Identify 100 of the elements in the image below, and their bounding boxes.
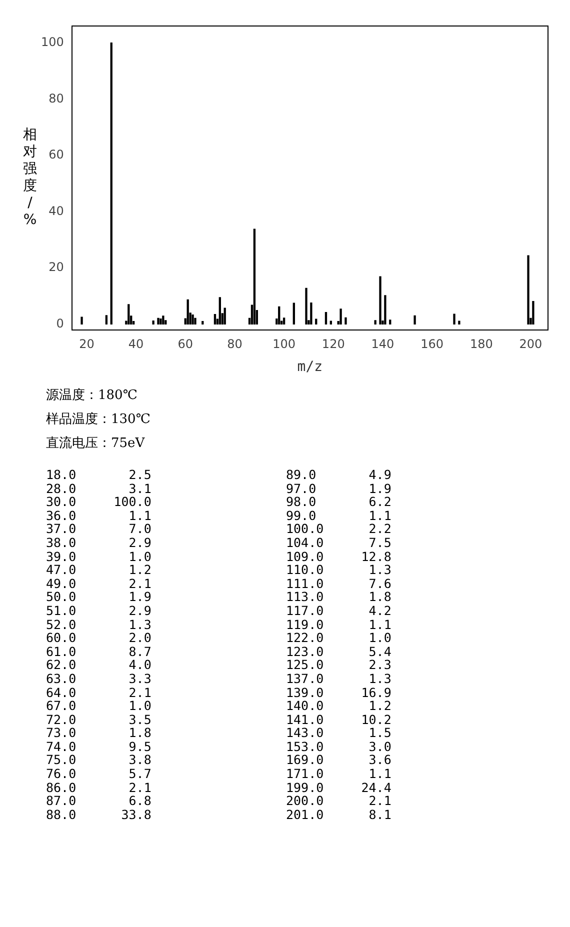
- text: 75.0 3.8: [46, 752, 152, 768]
- text: 201.0 8.1: [286, 806, 392, 822]
- x-tick-label: 180: [470, 337, 493, 352]
- text: 39.0 1.0: [46, 548, 152, 564]
- text: 88.0 33.8: [46, 806, 152, 822]
- y-tick-label: 40: [48, 204, 64, 218]
- text: 72.0 3.5: [46, 712, 152, 727]
- bar: [310, 302, 312, 325]
- bar: [105, 315, 108, 325]
- bar: [110, 42, 112, 325]
- x-tick-label: 160: [420, 337, 444, 352]
- text: 123.0 5.4: [286, 644, 392, 659]
- text: 87.0 6.8: [46, 793, 152, 808]
- x-axis-title: m/z: [297, 359, 323, 376]
- text: 171.0 1.1: [286, 766, 392, 782]
- text: 99.0 1.1: [286, 508, 392, 523]
- text: 37.0 7.0: [46, 521, 152, 536]
- bar: [186, 299, 189, 325]
- text: 63.0 3.3: [46, 670, 152, 686]
- y-tick-label: 60: [48, 148, 64, 162]
- y-tick-label: 0: [56, 316, 64, 330]
- text: 61.0 8.7: [46, 644, 152, 659]
- text: 104.0 7.5: [286, 534, 392, 550]
- bar: [282, 318, 286, 325]
- x-tick-label: 60: [178, 337, 194, 352]
- text: 50.0 1.9: [46, 589, 152, 604]
- text: 110.0 1.3: [286, 562, 392, 578]
- text: 111.0 7.6: [286, 576, 392, 591]
- bar: [162, 316, 164, 325]
- text: 74.0 9.5: [46, 738, 152, 754]
- bar: [532, 301, 534, 325]
- text: 30.0 100.0: [46, 494, 152, 510]
- text: 122.0 1.0: [286, 630, 392, 646]
- bar: [278, 306, 280, 325]
- y-tick-label: 80: [48, 91, 64, 106]
- bar: [453, 314, 456, 325]
- bar: [305, 288, 308, 325]
- y-tick-label: 20: [48, 260, 64, 274]
- text: 52.0 1.3: [46, 616, 152, 632]
- text: 109.0 12.8: [286, 548, 392, 564]
- text: 139.0 16.9: [286, 684, 392, 700]
- bar: [374, 320, 376, 325]
- bar: [389, 320, 392, 325]
- bar: [218, 297, 221, 325]
- text: 119.0 1.1: [286, 616, 392, 632]
- text: 100.0 2.2: [286, 521, 392, 536]
- x-tick-label: 40: [128, 337, 144, 352]
- bar: [224, 308, 226, 325]
- bar: [384, 295, 386, 325]
- x-tick-label: 140: [371, 337, 394, 352]
- bar: [214, 314, 216, 325]
- text: 113.0 1.8: [286, 589, 392, 604]
- bar: [379, 276, 382, 325]
- bar: [340, 308, 342, 325]
- text: 36.0 1.1: [46, 508, 152, 523]
- x-tick-label: 20: [79, 337, 94, 352]
- text: 137.0 1.3: [286, 670, 392, 686]
- bar: [202, 321, 204, 325]
- bar: [414, 315, 416, 325]
- text: 153.0 3.0: [286, 738, 392, 754]
- text: 76.0 5.7: [46, 766, 152, 782]
- bar: [152, 320, 154, 325]
- text: 89.0 4.9: [286, 467, 392, 482]
- text: 28.0 3.1: [46, 480, 152, 496]
- text: 49.0 2.1: [46, 576, 152, 591]
- bar: [194, 318, 196, 325]
- text: 117.0 4.2: [286, 602, 392, 618]
- text: 97.0 1.9: [286, 480, 392, 496]
- x-tick-label: 120: [322, 337, 345, 352]
- text: 18.0 2.5: [46, 467, 152, 482]
- text: 67.0 1.0: [46, 698, 152, 714]
- text: 47.0 1.2: [46, 562, 152, 578]
- bar: [80, 316, 83, 325]
- text: 199.0 24.4: [286, 780, 392, 795]
- bar: [192, 314, 194, 325]
- bar: [527, 255, 530, 325]
- text: 73.0 1.8: [46, 725, 152, 740]
- bar: [324, 312, 328, 325]
- y-axis-title: 相对强度/%: [23, 127, 37, 228]
- text: 169.0 3.6: [286, 752, 392, 768]
- x-tick-label: 200: [519, 337, 542, 352]
- text: 125.0 2.3: [286, 657, 392, 672]
- text: 直流电压：75eV: [46, 435, 146, 453]
- bar: [128, 304, 130, 325]
- bar: [458, 320, 460, 325]
- bar: [292, 302, 295, 325]
- text: 样品温度：130℃: [46, 411, 152, 429]
- bar: [157, 318, 160, 325]
- text: 62.0 4.0: [46, 657, 152, 672]
- bar: [160, 318, 162, 325]
- y-tick-label: 100: [41, 35, 64, 50]
- text: 200.0 2.1: [286, 793, 392, 808]
- text: 143.0 1.5: [286, 725, 392, 740]
- text: 51.0 2.9: [46, 602, 152, 618]
- bar: [344, 317, 347, 325]
- text: 140.0 1.2: [286, 698, 392, 714]
- text: 38.0 2.9: [46, 534, 152, 550]
- text: 源温度：180℃: [46, 387, 138, 405]
- x-tick-label: 80: [227, 337, 242, 352]
- text: 64.0 2.1: [46, 684, 152, 700]
